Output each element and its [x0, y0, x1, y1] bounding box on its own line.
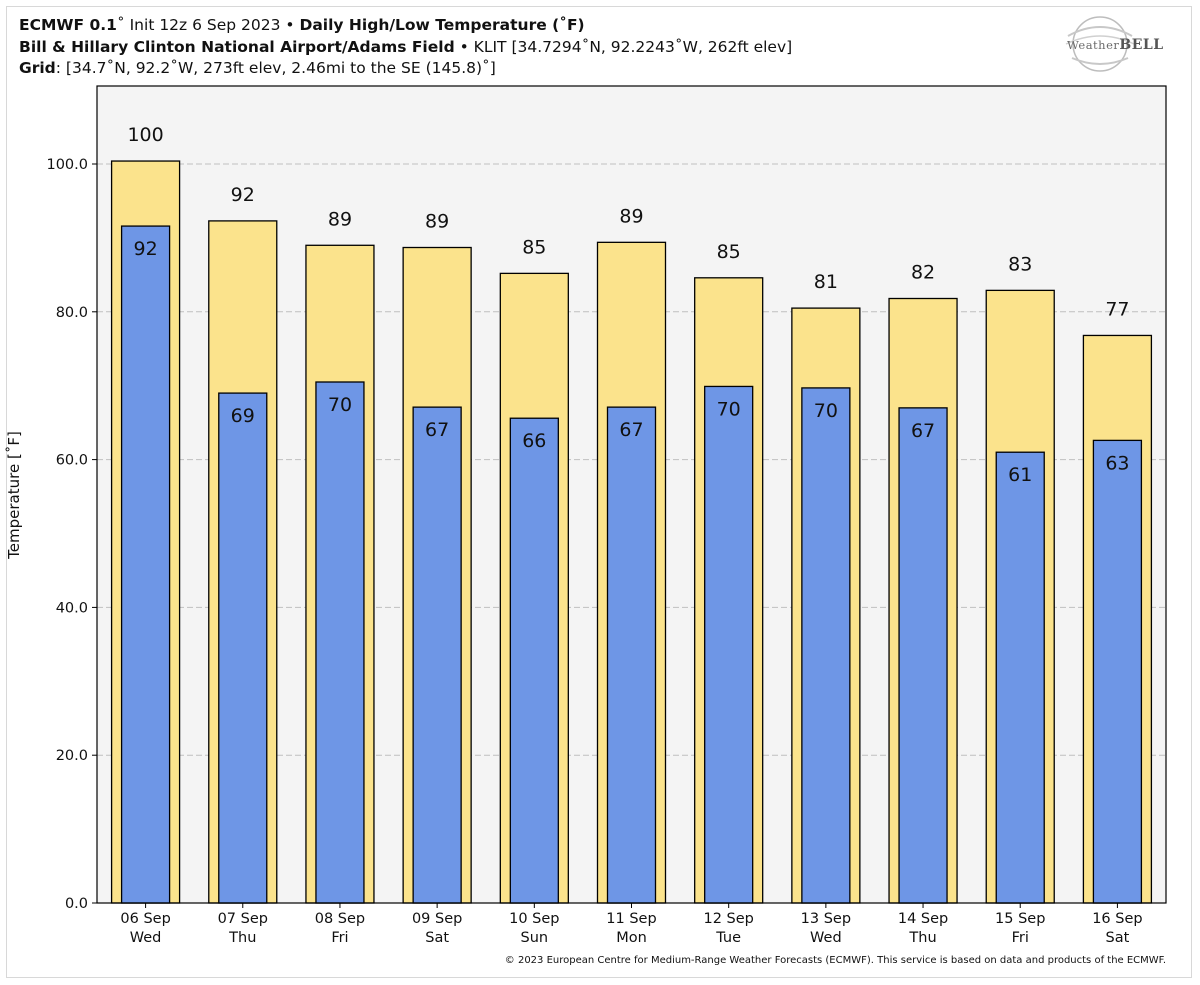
- axes: 0.0 20.0 40.0 60.0 80.0 100.0 06 Sep Wed 07 Sep T…: [46, 85, 1167, 946]
- y-tick-label: 60.0: [56, 453, 88, 469]
- x-tick-day-label: Thu: [908, 930, 936, 946]
- low-temp-label: 70: [328, 394, 352, 416]
- model-degree: ˚: [116, 16, 125, 34]
- low-temp-bar: [315, 381, 365, 904]
- logo-text-left: Weather: [1067, 38, 1120, 52]
- x-tick-day-label: Fri: [1012, 930, 1029, 946]
- x-tick-date-label: 15 Sep: [995, 911, 1045, 927]
- low-temp-label: 63: [1105, 452, 1129, 474]
- high-temp-label: 89: [619, 205, 643, 227]
- x-tick-day-label: Thu: [228, 930, 256, 946]
- init-time: Init 12z 6 Sep 2023: [124, 16, 281, 34]
- low-temp-label: 69: [231, 405, 255, 427]
- header-line-2: Bill & Hillary Clinton National Airport/…: [19, 37, 792, 57]
- low-temp-label: 67: [425, 419, 449, 441]
- x-tick-day-label: Mon: [616, 930, 647, 946]
- high-temp-label: 85: [522, 236, 546, 258]
- model-name: ECMWF 0.1: [19, 16, 117, 34]
- low-temp-bar: [412, 406, 462, 904]
- x-tick-date-label: 10 Sep: [509, 911, 559, 927]
- x-tick-date-label: 13 Sep: [801, 911, 851, 927]
- header-line-1: ECMWF 0.1˚ Init 12z 6 Sep 2023 • Daily H…: [19, 15, 585, 35]
- x-tick-date-label: 09 Sep: [412, 911, 462, 927]
- low-temp-label: 66: [522, 430, 546, 452]
- high-temp-label: 100: [127, 124, 163, 146]
- x-tick-day-label: Fri: [331, 930, 348, 946]
- low-temp-bar: [995, 451, 1045, 904]
- x-tick-date-label: 06 Sep: [120, 911, 170, 927]
- y-axis-label: Temperature [˚F]: [5, 431, 23, 559]
- grid-label: Grid: [19, 59, 56, 77]
- bars: [110, 160, 1153, 904]
- station-info: KLIT [34.7294˚N, 92.2243˚W, 262ft elev]: [473, 38, 793, 56]
- high-temp-label: 83: [1008, 253, 1032, 275]
- low-temp-bar: [801, 387, 851, 904]
- bullet: •: [454, 38, 474, 56]
- low-temp-bar: [218, 392, 268, 904]
- low-temp-bar: [120, 225, 171, 904]
- x-tick-date-label: 11 Sep: [606, 911, 656, 927]
- chart-frame: [6, 6, 1192, 978]
- x-tick-day-label: Sun: [521, 930, 549, 946]
- x-tick-day-label: Wed: [810, 930, 842, 946]
- low-temp-label: 70: [814, 400, 838, 422]
- value-labels: 100 92 92 69 89 70 89 67 85 66 89 67 85 70 81 70 82 67 83 6…: [127, 124, 1129, 486]
- x-tick-day-label: Sat: [1106, 930, 1130, 946]
- high-temp-label: 92: [231, 184, 255, 206]
- high-temp-label: 85: [717, 241, 741, 263]
- x-tick-date-label: 14 Sep: [898, 911, 948, 927]
- low-temp-label: 67: [619, 419, 643, 441]
- low-temp-label: 67: [911, 420, 935, 442]
- y-tick-label: 100.0: [46, 157, 88, 173]
- bullet: •: [280, 16, 300, 34]
- high-temp-label: 82: [911, 261, 935, 283]
- x-tick-date-label: 12 Sep: [703, 911, 753, 927]
- y-tick-label: 40.0: [56, 600, 88, 616]
- y-tick-label: 0.0: [65, 896, 88, 912]
- low-temp-label: 61: [1008, 464, 1032, 486]
- high-temp-label: 81: [814, 271, 838, 293]
- x-tick-date-label: 16 Sep: [1092, 911, 1142, 927]
- high-temp-label: 89: [425, 211, 449, 233]
- header-line-3: Grid: [34.7˚N, 92.2˚W, 273ft elev, 2.46m…: [19, 58, 496, 78]
- x-tick-date-label: 08 Sep: [315, 911, 365, 927]
- grid-info: : [34.7˚N, 92.2˚W, 273ft elev, 2.46mi to…: [55, 59, 496, 77]
- low-temp-label: 70: [717, 398, 741, 420]
- y-tick-label: 20.0: [56, 748, 88, 764]
- low-temp-bar: [704, 385, 754, 904]
- high-temp-label: 77: [1105, 298, 1129, 320]
- x-tick-day-label: Wed: [130, 930, 162, 946]
- product-name: Daily High/Low Temperature (˚F): [299, 16, 585, 34]
- low-temp-label: 92: [133, 238, 157, 260]
- logo-wordmark: WeatherBELL: [1067, 37, 1164, 53]
- station-name: Bill & Hillary Clinton National Airport/…: [19, 38, 455, 56]
- y-tick-label: 80.0: [56, 305, 88, 321]
- x-tick-day-label: Tue: [715, 930, 741, 946]
- low-temp-bar: [898, 407, 948, 904]
- logo-text-right: BELL: [1119, 37, 1164, 53]
- low-temp-bar: [509, 417, 559, 904]
- x-tick-day-label: Sat: [425, 930, 449, 946]
- copyright-credit: © 2023 European Centre for Medium-Range …: [504, 955, 1166, 966]
- weatherbell-logo-icon: [1065, 16, 1135, 72]
- high-temp-label: 89: [328, 208, 352, 230]
- plot-border: [96, 85, 1167, 904]
- low-temp-bar: [606, 406, 657, 904]
- low-temp-bar: [1092, 439, 1143, 904]
- x-tick-date-label: 07 Sep: [218, 911, 268, 927]
